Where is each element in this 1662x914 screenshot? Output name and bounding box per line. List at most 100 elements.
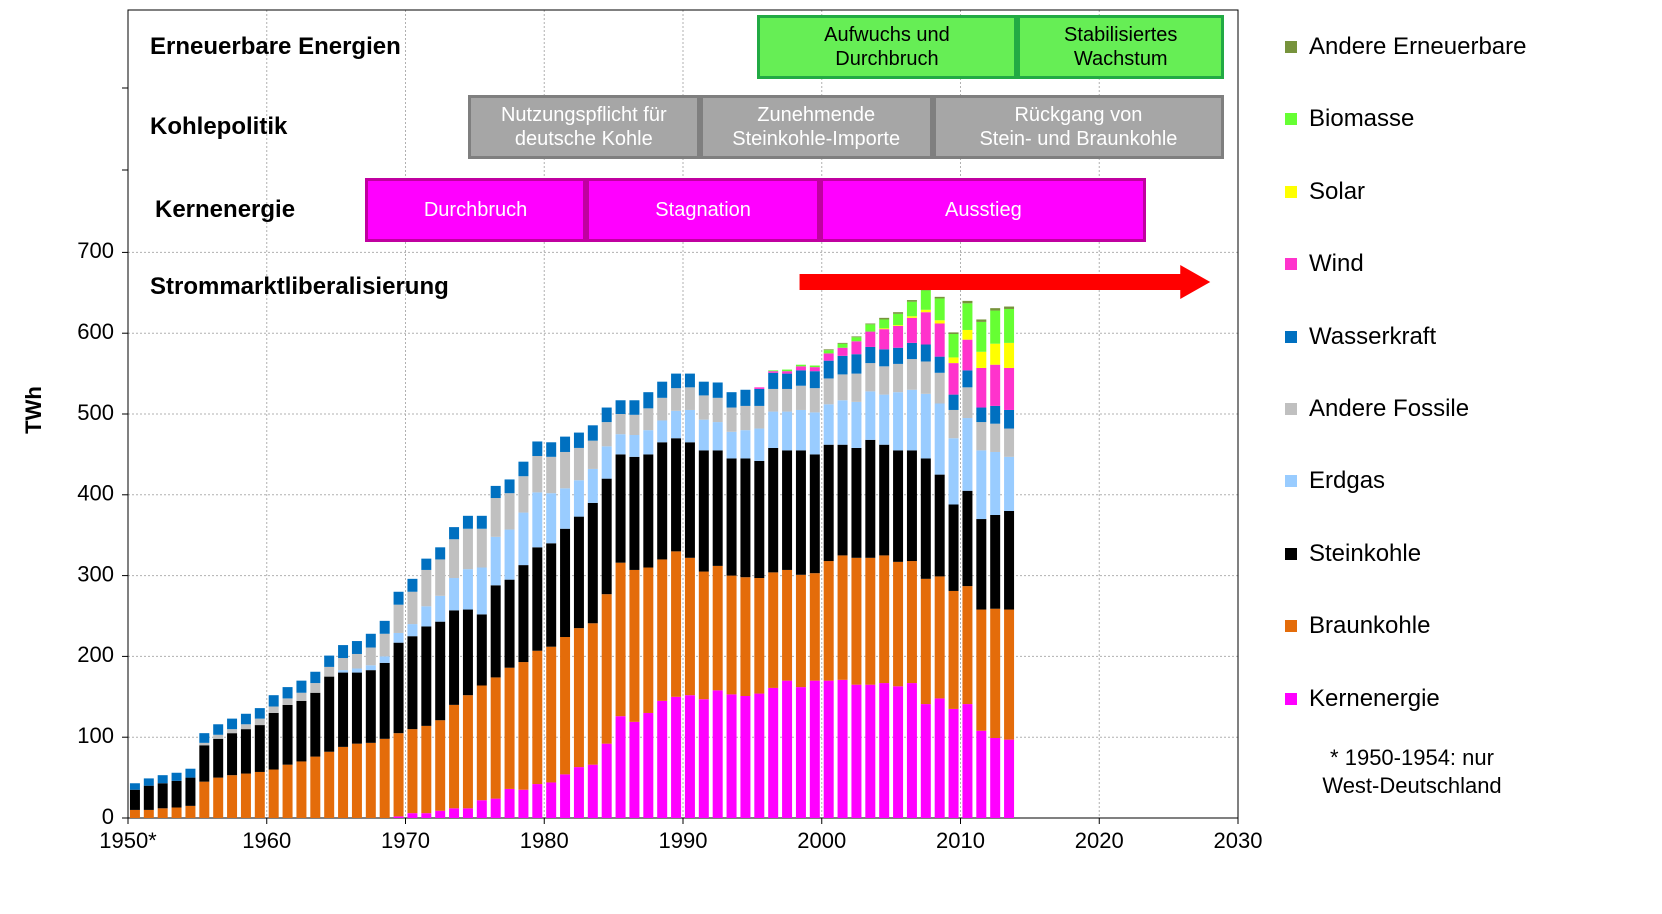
bar-segment — [906, 342, 917, 360]
bar-segment — [754, 428, 765, 461]
legend-swatch — [1285, 330, 1297, 343]
bar-segment — [990, 608, 1001, 739]
bar-segment — [976, 609, 987, 731]
bar-segment — [657, 700, 668, 818]
legend-swatch — [1285, 547, 1297, 560]
bar-segment — [851, 354, 862, 374]
bar-segment — [421, 813, 432, 818]
bar-segment — [643, 430, 654, 455]
x-tick-label: 1960 — [242, 828, 291, 853]
bar-segment — [782, 388, 793, 412]
bar-segment — [421, 569, 432, 607]
bar-segment — [879, 366, 890, 395]
bar-segment — [795, 366, 806, 371]
bar-segment — [782, 369, 793, 372]
bar-segment — [684, 387, 695, 410]
bar-segment — [671, 696, 682, 818]
bar-segment — [601, 422, 612, 447]
y-axis-label: TWh — [21, 386, 46, 434]
bar-segment — [837, 555, 848, 680]
bar-segment — [657, 397, 668, 421]
bar-segment — [837, 400, 848, 445]
bar-segment — [213, 734, 224, 739]
bar-segment — [213, 777, 224, 818]
bar-segment — [754, 405, 765, 429]
bar-segment — [671, 551, 682, 697]
bar-segment — [893, 561, 904, 687]
bar-segment — [518, 476, 529, 513]
bar-segment — [393, 816, 404, 818]
legend-swatch — [1285, 692, 1297, 705]
bar-segment — [684, 557, 695, 696]
bar-segment — [795, 364, 806, 367]
bar-segment — [684, 695, 695, 818]
bar-segment — [573, 480, 584, 517]
bar-segment — [893, 347, 904, 364]
bar-segment — [268, 706, 279, 713]
bar-segment — [407, 636, 418, 730]
bar-segment — [795, 687, 806, 818]
bar-segment — [851, 373, 862, 402]
bar-segment — [615, 400, 626, 414]
bar-segment — [240, 773, 251, 818]
bar-segment — [893, 686, 904, 818]
bar-segment — [462, 808, 473, 818]
bar-segment — [726, 431, 737, 459]
bar-segment — [768, 411, 779, 448]
bar-segment — [435, 559, 446, 596]
x-tick-label: 2030 — [1214, 828, 1263, 853]
legend-label: Steinkohle — [1309, 539, 1422, 567]
bar-segment — [407, 813, 418, 818]
bar-segment — [906, 359, 917, 390]
bar-segment — [879, 319, 890, 329]
bar-segment — [948, 708, 959, 818]
bar-segment — [754, 578, 765, 694]
bar-segment — [185, 777, 196, 806]
bar-segment — [948, 438, 959, 505]
bar-segment — [560, 528, 571, 638]
bar-segment — [573, 447, 584, 481]
bar-segment — [795, 385, 806, 410]
bar-segment — [726, 458, 737, 576]
bar-segment — [712, 422, 723, 451]
bar-segment — [671, 388, 682, 411]
bar-segment — [213, 724, 224, 735]
bar-segment — [296, 761, 307, 818]
bar-segment — [462, 695, 473, 809]
bar-segment — [615, 716, 626, 818]
bar-segment — [740, 695, 751, 818]
bar-segment — [324, 751, 335, 818]
bar-segment — [171, 807, 182, 818]
x-tick-label: 1990 — [659, 828, 708, 853]
bar-segment — [740, 389, 751, 406]
bar-segment — [157, 775, 168, 784]
bar-segment — [948, 590, 959, 709]
bar-segment — [976, 450, 987, 520]
bar-segment — [490, 585, 501, 678]
bar-segment — [893, 313, 904, 326]
arrow — [799, 265, 1211, 299]
bar-segment — [893, 392, 904, 451]
bar-segment — [421, 606, 432, 627]
bar-segment — [879, 394, 890, 445]
legend-label: Wind — [1309, 250, 1364, 278]
bar-segment — [879, 555, 890, 684]
bar-segment — [365, 665, 376, 671]
bar-segment — [684, 409, 695, 443]
bar-segment — [282, 704, 293, 765]
bar-segment — [962, 329, 973, 340]
bar-segment — [587, 623, 598, 765]
bar-segment — [782, 450, 793, 570]
bar-segment — [934, 576, 945, 699]
bar-segment — [865, 363, 876, 392]
bar-segment — [1004, 428, 1015, 457]
bar-segment — [893, 325, 904, 326]
bar-segment — [254, 725, 265, 772]
bar-segment — [573, 516, 584, 629]
bar-segment — [199, 742, 210, 746]
bar-segment — [768, 687, 779, 818]
bar-segment — [782, 569, 793, 681]
legend-label: Biomasse — [1309, 105, 1415, 133]
bar-segment — [990, 308, 1001, 311]
bar-segment — [476, 685, 487, 801]
